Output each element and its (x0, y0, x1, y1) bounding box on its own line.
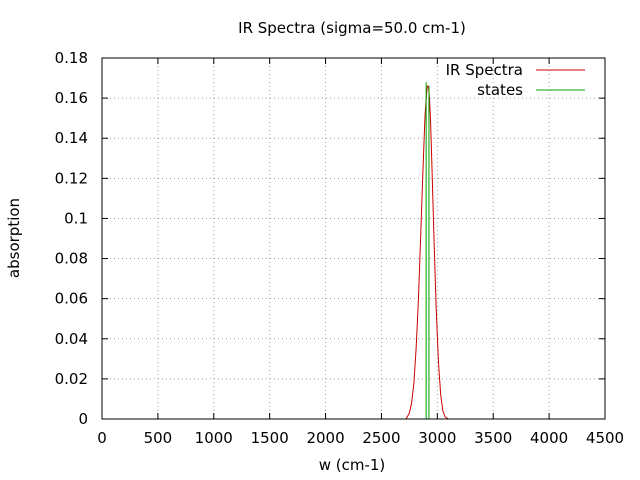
y-tick-label: 0.14 (55, 129, 88, 147)
x-tick-label: 0 (97, 429, 107, 447)
x-tick-label: 3500 (474, 429, 512, 447)
legend: IR Spectra states (446, 61, 585, 99)
y-tick-label: 0.12 (55, 169, 88, 187)
y-tick-label: 0.18 (55, 49, 88, 67)
y-tick-label: 0 (78, 410, 88, 428)
ir-spectra-line (405, 85, 449, 420)
y-tick-label: 0.04 (55, 330, 88, 348)
x-tick-label: 4500 (586, 429, 624, 447)
y-tick-label: 0.06 (55, 290, 88, 308)
legend-label: states (477, 81, 523, 99)
x-axis-label: w (cm-1) (319, 456, 386, 474)
x-tick-label: 1500 (251, 429, 289, 447)
plot-frame (101, 57, 606, 420)
y-axis-ticks: 0 0.02 0.04 0.06 0.08 0.1 0.12 0.14 0.16 0.18 (55, 49, 605, 428)
chart-title: IR Spectra (sigma=50.0 cm-1) (238, 19, 466, 37)
grid (102, 58, 605, 419)
x-axis-ticks: 0 500 1000 1500 2000 2500 3000 3500 4000 4500 (97, 58, 624, 447)
x-tick-label: 2500 (362, 429, 400, 447)
y-tick-label: 0.08 (55, 250, 88, 268)
legend-label: IR Spectra (446, 61, 523, 79)
y-axis-label: absorption (5, 198, 23, 278)
x-tick-label: 3000 (418, 429, 456, 447)
x-tick-label: 2000 (306, 429, 344, 447)
x-tick-label: 1000 (195, 429, 233, 447)
x-tick-label: 4000 (530, 429, 568, 447)
y-tick-label: 0.16 (55, 89, 88, 107)
plot-series (405, 82, 449, 420)
y-tick-label: 0.02 (55, 370, 88, 388)
x-tick-label: 500 (144, 429, 173, 447)
y-tick-label: 0.1 (64, 209, 88, 227)
